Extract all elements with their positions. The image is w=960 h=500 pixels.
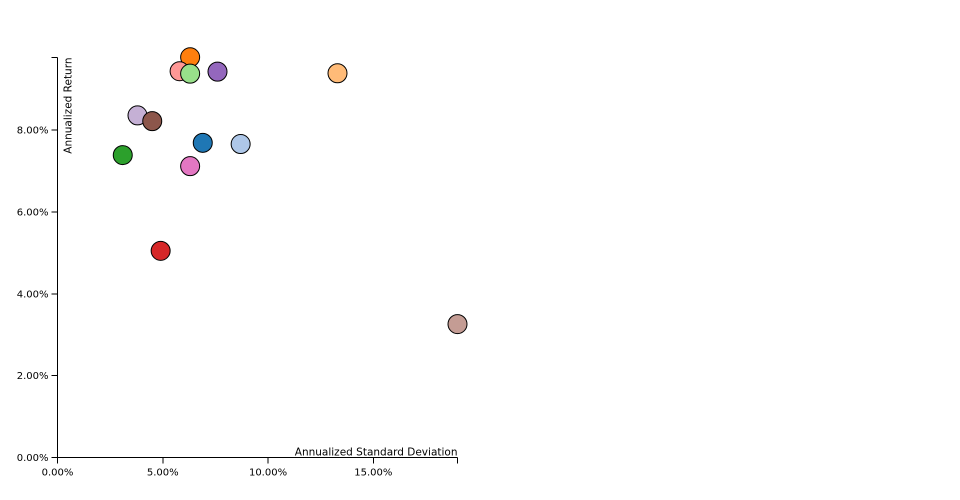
x-tick-label: 5.00% bbox=[147, 468, 179, 479]
data-point bbox=[112, 145, 133, 166]
data-point bbox=[192, 132, 213, 153]
x-axis-ticks: 0.00% 5.00% 10.00% 15.00% bbox=[42, 457, 392, 479]
x-axis-title: Annualized Standard Deviation bbox=[295, 447, 458, 459]
data-point bbox=[447, 314, 468, 335]
x-tick-label: 15.00% bbox=[354, 468, 392, 479]
data-point bbox=[207, 61, 228, 82]
y-tick-label: 0.00% bbox=[17, 453, 49, 464]
data-point bbox=[327, 63, 348, 84]
y-tick-label: 2.00% bbox=[17, 371, 49, 382]
data-point bbox=[150, 240, 171, 261]
axes bbox=[51, 57, 458, 464]
y-tick-label: 6.00% bbox=[17, 207, 49, 218]
x-tick-label: 0.00% bbox=[42, 468, 74, 479]
data-points bbox=[112, 47, 468, 335]
x-tick-label: 10.00% bbox=[249, 468, 287, 479]
y-axis-title: Annualized Return bbox=[63, 58, 75, 154]
y-tick-label: 4.00% bbox=[17, 289, 49, 300]
y-tick-label: 8.00% bbox=[17, 126, 49, 137]
data-point bbox=[180, 156, 201, 177]
data-point bbox=[180, 63, 201, 84]
y-axis-ticks: 0.00% 2.00% 4.00% 6.00% 8.00% bbox=[17, 126, 58, 464]
data-point bbox=[142, 111, 163, 132]
data-point bbox=[230, 134, 251, 155]
